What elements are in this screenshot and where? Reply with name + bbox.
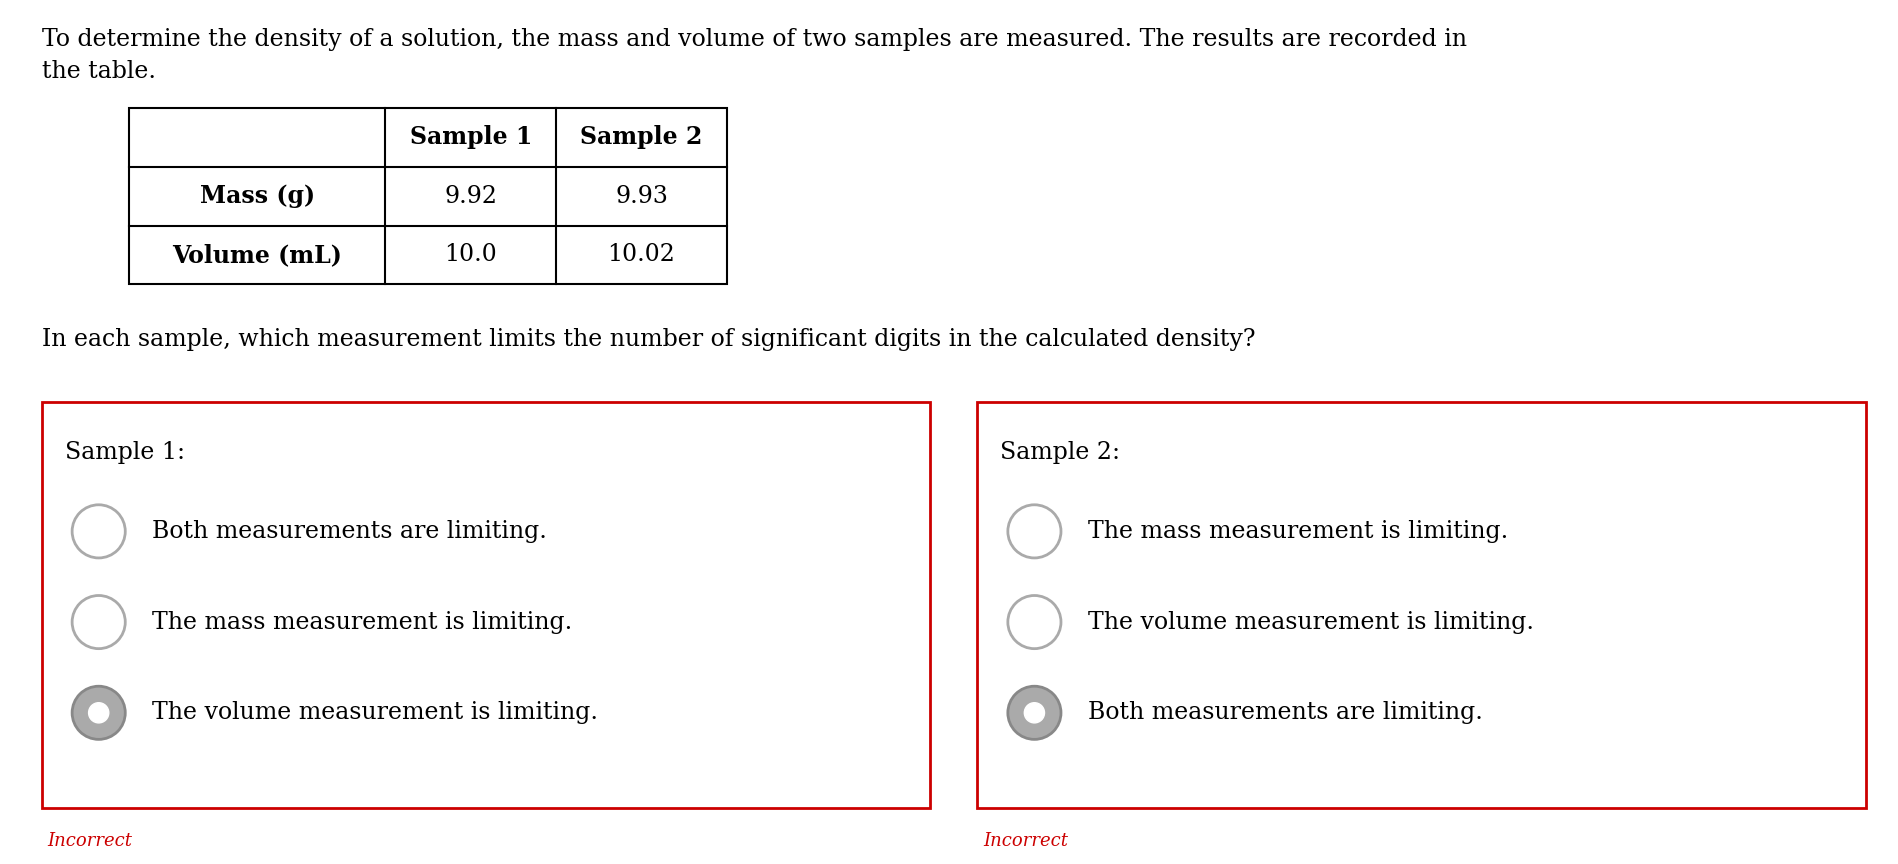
FancyBboxPatch shape <box>977 402 1866 808</box>
Ellipse shape <box>89 702 108 723</box>
Text: Incorrect: Incorrect <box>47 832 133 850</box>
Text: Both measurements are limiting.: Both measurements are limiting. <box>1088 702 1482 724</box>
Ellipse shape <box>1008 505 1061 558</box>
Text: The volume measurement is limiting.: The volume measurement is limiting. <box>1088 611 1534 633</box>
Text: Mass (g): Mass (g) <box>199 184 315 208</box>
Text: 10.02: 10.02 <box>607 244 676 266</box>
Text: Sample 1:: Sample 1: <box>65 441 184 464</box>
Text: The mass measurement is limiting.: The mass measurement is limiting. <box>1088 520 1507 543</box>
Text: Sample 1: Sample 1 <box>410 125 531 149</box>
Text: Both measurements are limiting.: Both measurements are limiting. <box>152 520 547 543</box>
Text: The volume measurement is limiting.: The volume measurement is limiting. <box>152 702 598 724</box>
Ellipse shape <box>1008 686 1061 740</box>
Text: Sample 2: Sample 2 <box>581 125 702 149</box>
Ellipse shape <box>72 595 125 649</box>
Ellipse shape <box>72 505 125 558</box>
Text: the table.: the table. <box>42 60 156 84</box>
Text: Volume (mL): Volume (mL) <box>173 243 342 267</box>
Text: In each sample, which measurement limits the number of significant digits in the: In each sample, which measurement limits… <box>42 328 1255 352</box>
Text: Incorrect: Incorrect <box>983 832 1069 850</box>
FancyBboxPatch shape <box>42 402 930 808</box>
Ellipse shape <box>1008 595 1061 649</box>
Ellipse shape <box>1025 702 1044 723</box>
Text: 10.0: 10.0 <box>444 244 497 266</box>
Text: 9.93: 9.93 <box>615 185 668 207</box>
Text: Sample 2:: Sample 2: <box>1000 441 1120 464</box>
Ellipse shape <box>72 686 125 740</box>
Text: To determine the density of a solution, the mass and volume of two samples are m: To determine the density of a solution, … <box>42 28 1467 51</box>
Text: 9.92: 9.92 <box>444 185 497 207</box>
FancyBboxPatch shape <box>129 108 727 284</box>
Text: The mass measurement is limiting.: The mass measurement is limiting. <box>152 611 571 633</box>
